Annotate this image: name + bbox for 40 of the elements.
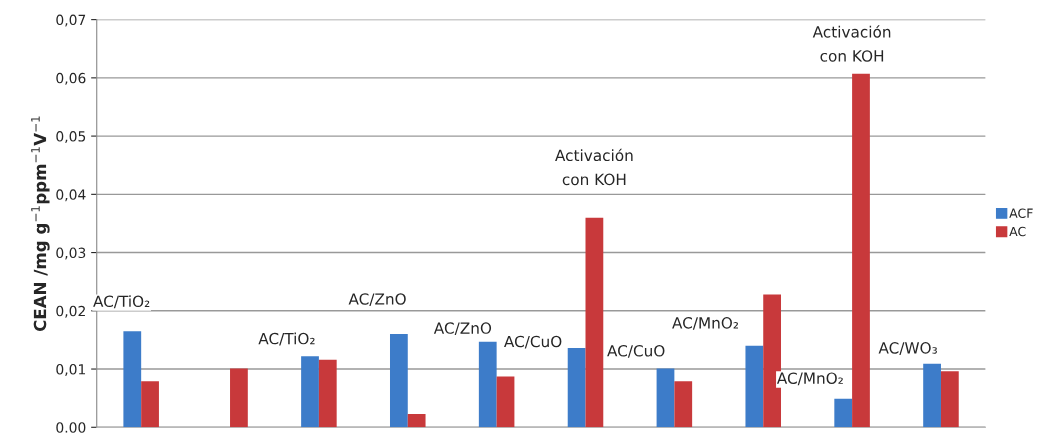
y-axis-title: CEAN /mg g$^{−1}$ppm$^{−1}$V$^{−1}$ (31, 116, 50, 332)
bar (389, 334, 408, 428)
y-tick-label: 0,05 (56, 131, 86, 143)
y-tick-label: 0,03 (56, 247, 86, 260)
bar (923, 363, 941, 428)
y-tick-label: 0,07 (56, 14, 86, 27)
bar (301, 356, 319, 428)
annotation: Activación con KOH (812, 25, 891, 62)
bar (745, 345, 764, 428)
bar (674, 381, 693, 428)
bar (585, 217, 604, 428)
annotation: AC/CuO (607, 345, 665, 358)
y-tick-label: 0,04 (56, 189, 86, 202)
bar (940, 371, 959, 428)
bar (230, 368, 248, 428)
annotation: AC/WO₃ (878, 342, 937, 355)
bar (496, 376, 515, 428)
bar (123, 331, 142, 428)
y-tick-label: 0,06 (56, 72, 86, 85)
y-tick-label: 0,02 (56, 305, 85, 318)
bar (834, 398, 853, 428)
annotation: AC/TiO₂ (93, 295, 150, 309)
legend-label: AC (1009, 226, 1026, 237)
annotation: AC/ZnO (348, 293, 406, 306)
legend-label: ACF (1009, 208, 1033, 218)
bar (478, 341, 497, 428)
bar (852, 73, 870, 428)
annotation: Activación con KOH (555, 148, 633, 186)
y-tick-label: 0.00 (56, 422, 86, 433)
annotation: AC/MnO₂ (776, 372, 843, 386)
bar (318, 359, 337, 428)
annotation: AC/TiO₂ (258, 332, 315, 346)
bar (567, 348, 586, 428)
annotation: AC/CuO (504, 335, 562, 349)
annotation: AC/MnO₂ (672, 317, 739, 330)
bar (141, 381, 159, 428)
annotation: AC/ZnO (433, 322, 492, 336)
bar (656, 368, 675, 428)
bar (407, 413, 426, 428)
y-tick-label: 0,01 (56, 364, 86, 376)
